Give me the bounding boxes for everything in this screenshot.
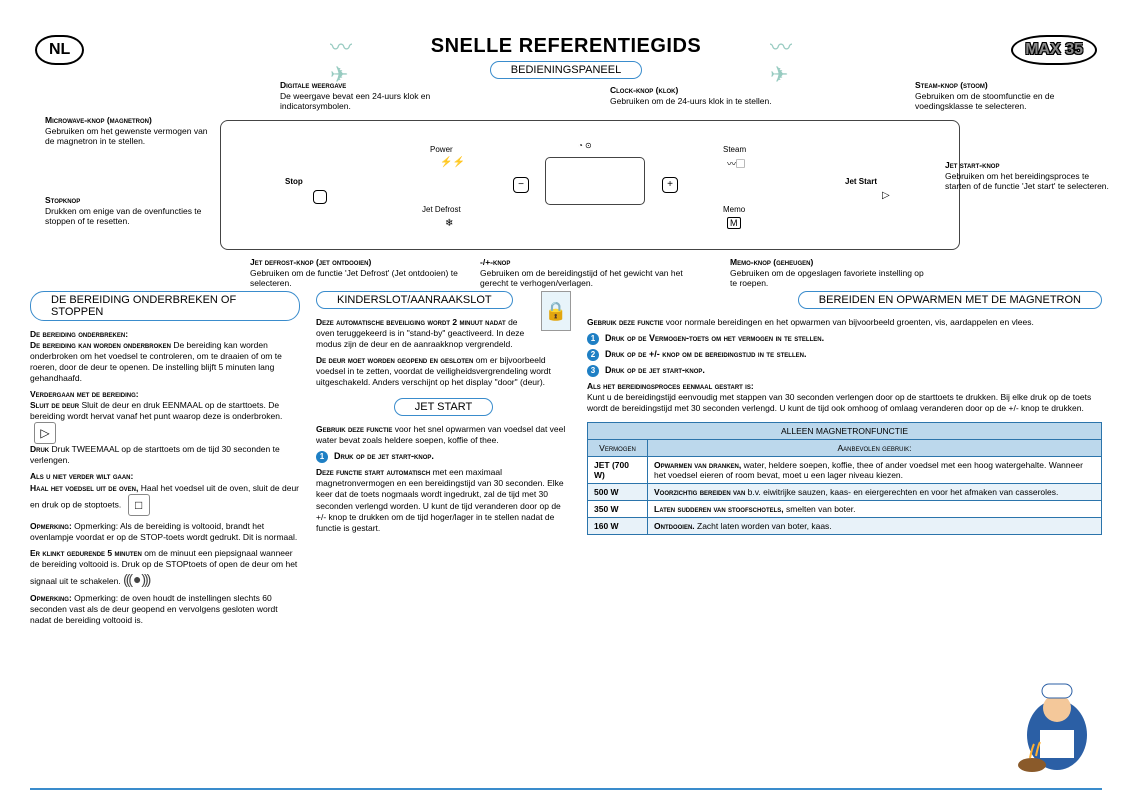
jetstart-p2: Deze functie start automatisch met een m…	[316, 467, 571, 533]
interrupt-p3: Als u niet verder wilt gaan:Haal het voe…	[30, 471, 300, 515]
sound-icon: ((( ● )))	[123, 570, 149, 588]
interrupt-p1: De bereiding onderbreken:De bereiding ka…	[30, 329, 300, 384]
stop-label: Stop	[285, 177, 303, 186]
callout-memo: Memo-knop (geheugen)Gebruiken om de opge…	[730, 257, 930, 289]
interrupt-p5: Er klinkt gedurende 5 minuten om de minu…	[30, 548, 300, 588]
stop-icon	[313, 190, 327, 204]
interrupt-p2: Verdergaan met de bereiding:Sluit de deu…	[30, 389, 300, 466]
bird-icon: 〰✈	[770, 30, 810, 60]
jetstart-step1: 1Druk op de jet start-knop.	[316, 451, 571, 463]
chef-icon	[1012, 680, 1102, 780]
lang-badge: NL	[35, 35, 84, 65]
page-title: SNELLE REFERENTIEGIDS	[30, 35, 1102, 58]
stop-square-icon: □	[128, 494, 150, 516]
power-icon: ⚡⚡	[440, 157, 465, 168]
bird-icon: 〰✈	[330, 30, 370, 60]
display-rect	[545, 157, 645, 205]
microwave-p1: Gebruik deze functie voor normale bereid…	[587, 317, 1102, 328]
table-header-power: Vermogen	[588, 440, 648, 457]
col-interrupt: DE BEREIDING ONDERBREKEN OF STOPPEN De b…	[30, 291, 300, 631]
plus-icon: +	[662, 177, 678, 193]
table-header-use: Aanbevolen gebruik:	[648, 440, 1102, 457]
microwave-step3: 3Druk op de jet start-knop.	[587, 365, 1102, 377]
play-icon: ▷	[34, 422, 56, 444]
memo-icon: M	[727, 217, 741, 229]
control-panel-diagram: Stop Power ⚡⚡ Jet Defrost ❄ − + ◔ ⊙ Stea…	[30, 85, 1102, 285]
jetstart-p1: Gebruik deze functie voor het snel opwar…	[316, 424, 571, 446]
footer-divider	[30, 788, 1102, 790]
model-badge: MAX 35	[1011, 35, 1097, 65]
col-mid: KINDERSLOT/AANRAAKSLOT 🔒 Deze automatisc…	[316, 291, 571, 631]
callout-plusminus: -/+-knopGebruiken om de bereidingstijd o…	[480, 257, 710, 289]
minus-icon: −	[513, 177, 529, 193]
steam-icon: 〰▢	[727, 157, 745, 170]
lock-icon: 🔒	[541, 291, 571, 331]
table-row: 350 WLaten sudderen van stoofschotels, s…	[588, 501, 1102, 518]
steam-label: Steam	[723, 145, 746, 154]
power-label: Power	[430, 145, 453, 154]
microwave-title: BEREIDEN EN OPWARMEN MET DE MAGNETRON	[798, 291, 1102, 309]
childlock-title: KINDERSLOT/AANRAAKSLOT	[316, 291, 513, 309]
interrupt-p4: Opmerking: Opmerking: Als de bereiding i…	[30, 521, 300, 543]
step-num-icon: 3	[587, 365, 599, 377]
microwave-step2: 2Druk op de +/- knop om de bereidingstij…	[587, 349, 1102, 361]
callout-microwave: Microwave-knop (magnetron)Gebruiken om h…	[45, 115, 215, 147]
callout-jetdefrost: Jet defrost-knop (jet ontdooien)Gebruike…	[250, 257, 470, 289]
step-num-icon: 1	[587, 333, 599, 345]
callout-display: Digitale weergaveDe weergave bevat een 2…	[280, 80, 450, 112]
power-table: ALLEEN MAGNETRONFUNCTIE Vermogen Aanbevo…	[587, 422, 1102, 535]
jetstart-icon: ▷	[882, 190, 890, 201]
microwave-step1: 1Druk op de Vermogen-toets om het vermog…	[587, 333, 1102, 345]
callout-steam: Steam-knop (stoom)Gebruiken om de stoomf…	[915, 80, 1105, 112]
jetstart-label: Jet Start	[845, 177, 877, 186]
table-row: 500 WVoorzichtig bereiden van b.v. eiwit…	[588, 484, 1102, 501]
step-num-icon: 1	[316, 451, 328, 463]
table-row: 160 WOntdooien. Zacht laten worden van b…	[588, 518, 1102, 535]
clock-icon: ◔ ⊙	[578, 141, 592, 150]
table-row: JET (700 W)Opwarmen van dranken, water, …	[588, 457, 1102, 484]
table-caption: ALLEEN MAGNETRONFUNCTIE	[588, 423, 1102, 440]
microwave-p2: Als het bereidingsproces eenmaal gestart…	[587, 381, 1102, 414]
callout-clock: Clock-knop (klok)Gebruiken om de 24-uurs…	[610, 85, 840, 106]
jetdefrost-label: Jet Defrost	[422, 205, 461, 214]
jetdefrost-icon: ❄	[445, 218, 453, 229]
callout-stop: StopknopDrukken om enige van de ovenfunc…	[45, 195, 215, 227]
memo-label: Memo	[723, 205, 745, 214]
subtitle-pill: BEDIENINGSPANEEL	[490, 61, 642, 79]
jetstart-title: JET START	[394, 398, 493, 416]
childlock-p2: De deur moet worden geopend en gesloten …	[316, 355, 571, 388]
callout-jetstart: Jet start-knopGebruiken om het bereiding…	[945, 160, 1115, 192]
col-microwave: BEREIDEN EN OPWARMEN MET DE MAGNETRON Ge…	[587, 291, 1102, 631]
childlock-p1: Deze automatische beveiliging wordt 2 mi…	[316, 317, 571, 350]
step-num-icon: 2	[587, 349, 599, 361]
interrupt-title: DE BEREIDING ONDERBREKEN OF STOPPEN	[30, 291, 300, 321]
interrupt-p6: Opmerking: Opmerking: de oven houdt de i…	[30, 593, 300, 626]
